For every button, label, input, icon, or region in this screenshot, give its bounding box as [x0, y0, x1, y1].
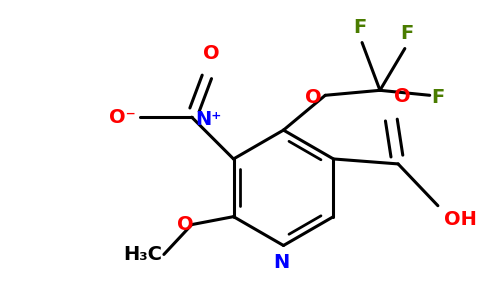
- Text: O⁻: O⁻: [109, 108, 136, 127]
- Text: F: F: [353, 18, 367, 37]
- Text: N⁺: N⁺: [196, 110, 222, 129]
- Text: O: O: [177, 215, 194, 234]
- Text: OH: OH: [444, 210, 477, 229]
- Text: O: O: [203, 44, 220, 64]
- Text: N: N: [273, 254, 289, 272]
- Text: H₃C: H₃C: [123, 245, 162, 264]
- Text: O: O: [304, 88, 321, 107]
- Text: F: F: [432, 88, 445, 107]
- Text: F: F: [400, 24, 413, 43]
- Text: O: O: [394, 87, 411, 106]
